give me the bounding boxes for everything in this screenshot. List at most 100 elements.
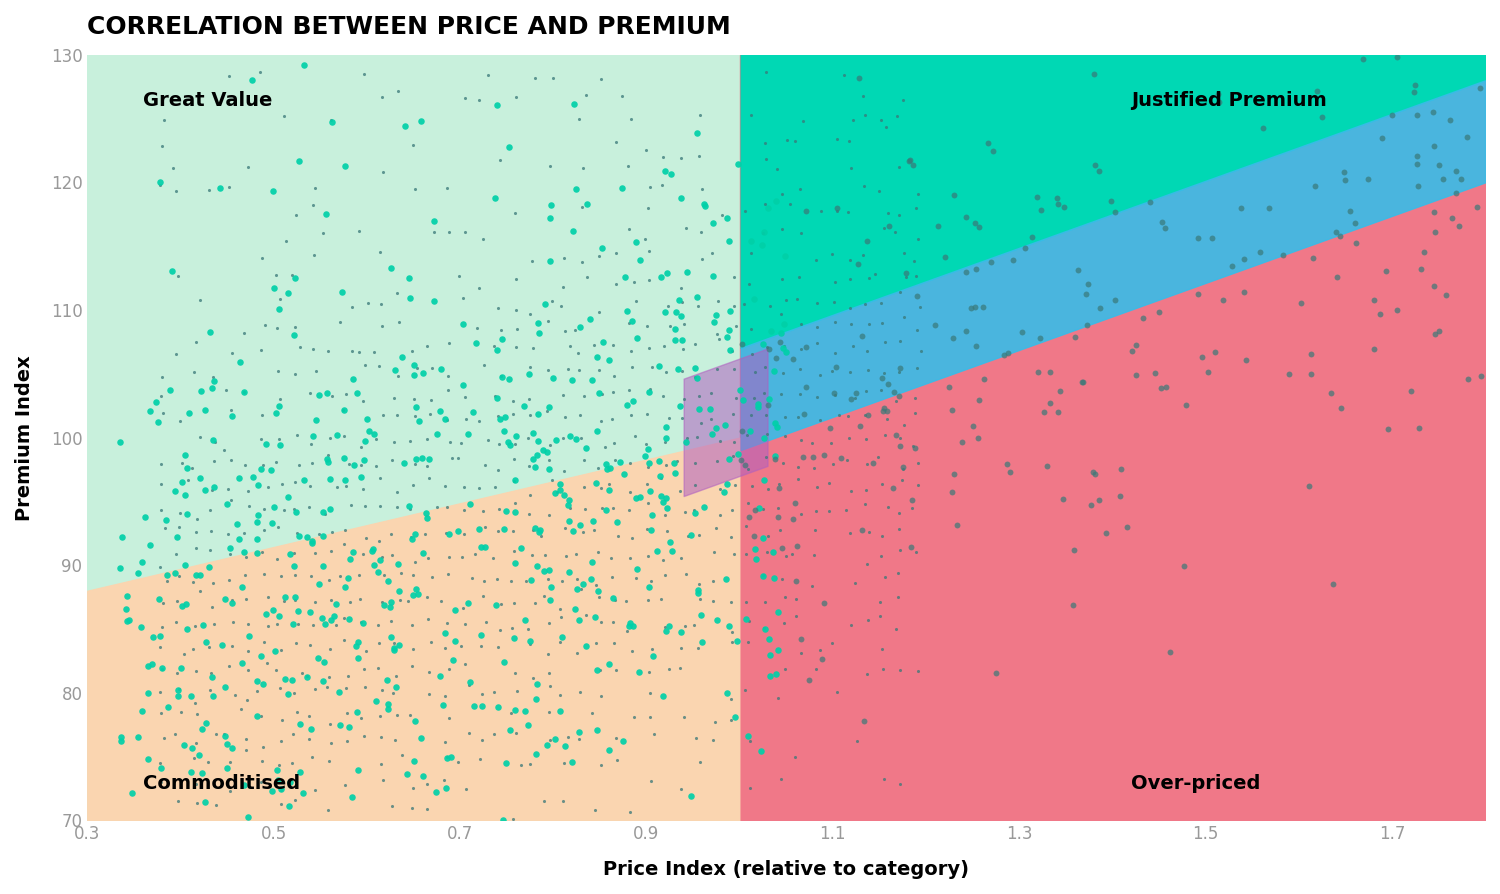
Point: [483, 480, 507, 494]
Point: [686, 430, 709, 444]
Point: [420, 569, 444, 584]
Point: [164, 547, 188, 561]
Point: [1050, 492, 1074, 506]
Point: [242, 470, 266, 485]
Point: [892, 418, 916, 433]
Point: [1154, 380, 1178, 394]
Point: [724, 391, 748, 405]
Point: [370, 773, 394, 788]
Point: [687, 389, 711, 403]
Point: [770, 772, 794, 787]
Point: [303, 682, 327, 696]
Point: [148, 755, 172, 770]
Point: [780, 546, 804, 561]
Point: [783, 134, 807, 148]
Point: [526, 434, 550, 448]
Point: [526, 316, 550, 330]
Point: [772, 249, 796, 264]
Point: [786, 539, 810, 553]
Point: [839, 300, 862, 315]
Point: [414, 505, 438, 519]
Point: [472, 540, 496, 554]
Point: [648, 359, 672, 374]
Point: [204, 798, 228, 813]
Point: [853, 483, 877, 497]
Point: [760, 545, 784, 560]
Point: [1024, 190, 1048, 205]
Point: [668, 485, 692, 499]
Point: [490, 813, 514, 827]
Point: [560, 755, 584, 770]
Point: [350, 458, 374, 472]
Point: [963, 299, 987, 314]
Point: [285, 704, 309, 719]
Point: [788, 181, 812, 196]
Point: [348, 592, 372, 606]
Point: [402, 527, 426, 541]
Point: [871, 221, 895, 235]
Point: [251, 544, 274, 559]
Point: [1070, 375, 1094, 389]
Point: [708, 333, 732, 347]
Point: [888, 431, 912, 445]
Point: [1342, 215, 1366, 230]
Point: [808, 368, 832, 383]
Point: [484, 342, 508, 357]
Point: [802, 461, 826, 476]
Point: [726, 156, 750, 171]
Point: [783, 496, 807, 510]
Point: [822, 385, 846, 400]
Point: [550, 630, 574, 645]
Point: [1196, 365, 1219, 379]
Point: [532, 548, 556, 562]
Point: [398, 291, 422, 305]
Point: [885, 428, 909, 443]
Point: [1422, 225, 1446, 240]
Point: [368, 637, 392, 651]
Point: [234, 592, 258, 606]
Point: [448, 435, 472, 450]
Point: [682, 502, 706, 517]
Point: [1362, 293, 1386, 308]
Point: [370, 89, 394, 104]
Point: [1406, 108, 1429, 122]
Point: [297, 479, 321, 493]
Point: [1000, 253, 1024, 267]
Point: [602, 636, 625, 650]
Point: [427, 404, 451, 418]
Point: [770, 571, 794, 586]
Point: [672, 710, 696, 724]
Point: [184, 778, 209, 792]
Point: [1083, 157, 1107, 172]
Point: [387, 593, 411, 607]
Point: [1116, 520, 1140, 535]
Point: [638, 243, 662, 257]
Point: [853, 497, 877, 511]
Point: [472, 459, 496, 473]
Point: [422, 294, 446, 308]
Point: [675, 431, 699, 445]
Point: [657, 619, 681, 633]
Point: [276, 799, 300, 814]
Point: [744, 552, 768, 566]
Point: [1368, 308, 1392, 322]
Point: [150, 661, 174, 675]
Point: [806, 296, 830, 310]
Point: [213, 592, 237, 606]
Point: [524, 692, 548, 706]
Point: [1071, 375, 1095, 390]
Point: [1404, 156, 1428, 171]
Point: [152, 731, 176, 746]
Point: [572, 452, 596, 467]
Point: [436, 550, 460, 564]
Point: [687, 149, 711, 164]
Point: [268, 643, 292, 657]
Point: [768, 335, 792, 350]
Point: [262, 500, 286, 514]
Point: [852, 179, 876, 193]
Point: [280, 756, 304, 771]
Point: [171, 599, 195, 613]
Point: [904, 289, 928, 303]
Point: [348, 615, 372, 629]
Point: [1334, 173, 1358, 187]
